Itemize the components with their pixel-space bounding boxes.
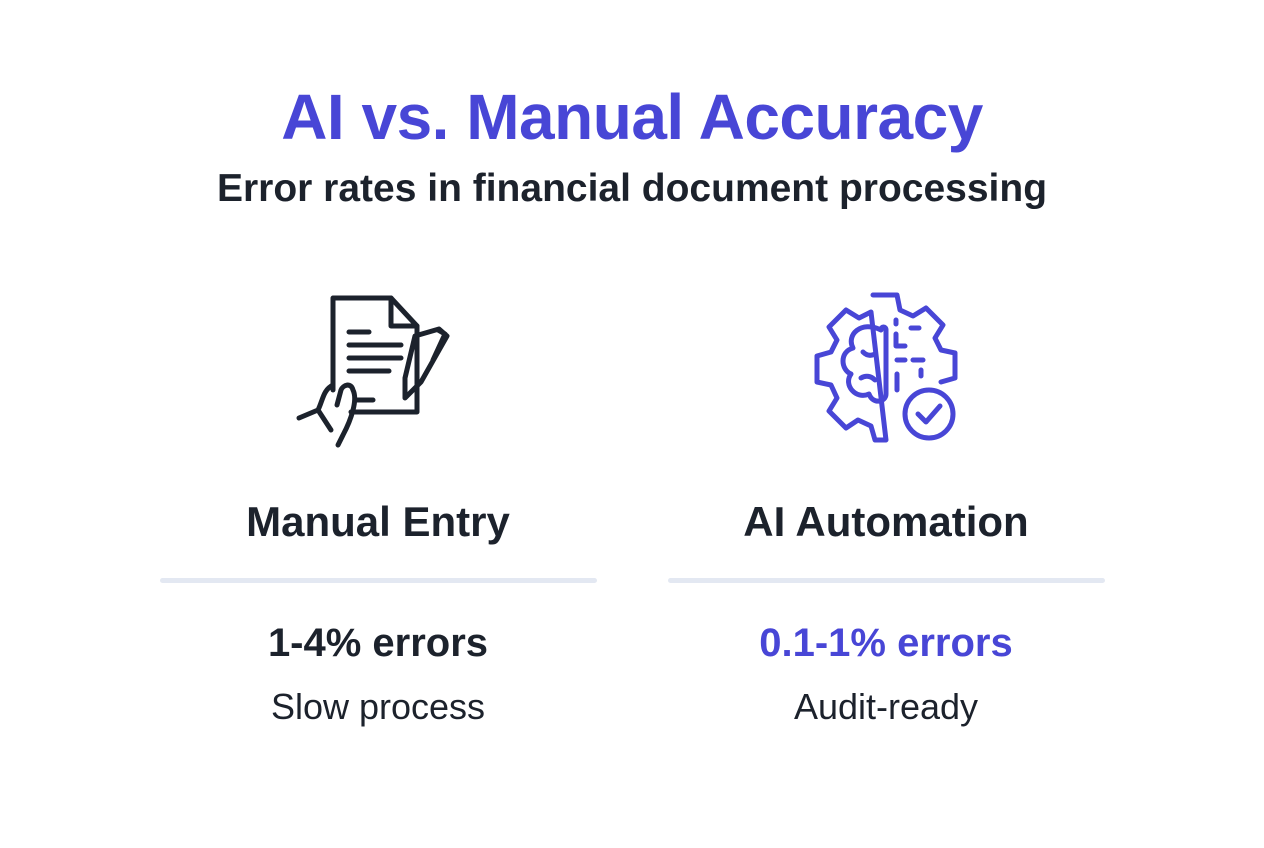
column-heading: AI Automation [743,498,1029,545]
divider [667,578,1105,583]
column-note: Slow process [270,686,486,727]
document-hand-pen-icon [296,295,450,448]
divider [159,578,597,583]
page-subtitle: Error rates in financial document proces… [216,167,1048,210]
column-note: Audit-ready [793,686,979,727]
page-title: AI vs. Manual Accuracy [281,81,983,153]
manual-entry-column: Manual Entry 1-4% errors Slow process [158,290,598,728]
error-rate-value: 1-4% errors [267,621,489,665]
error-rate-value: 0.1-1% errors [759,621,1013,665]
column-heading: Manual Entry [246,498,510,545]
gear-brain-check-icon [814,292,958,443]
ai-automation-column: AI Automation 0.1-1% errors Audit-ready [666,290,1106,728]
